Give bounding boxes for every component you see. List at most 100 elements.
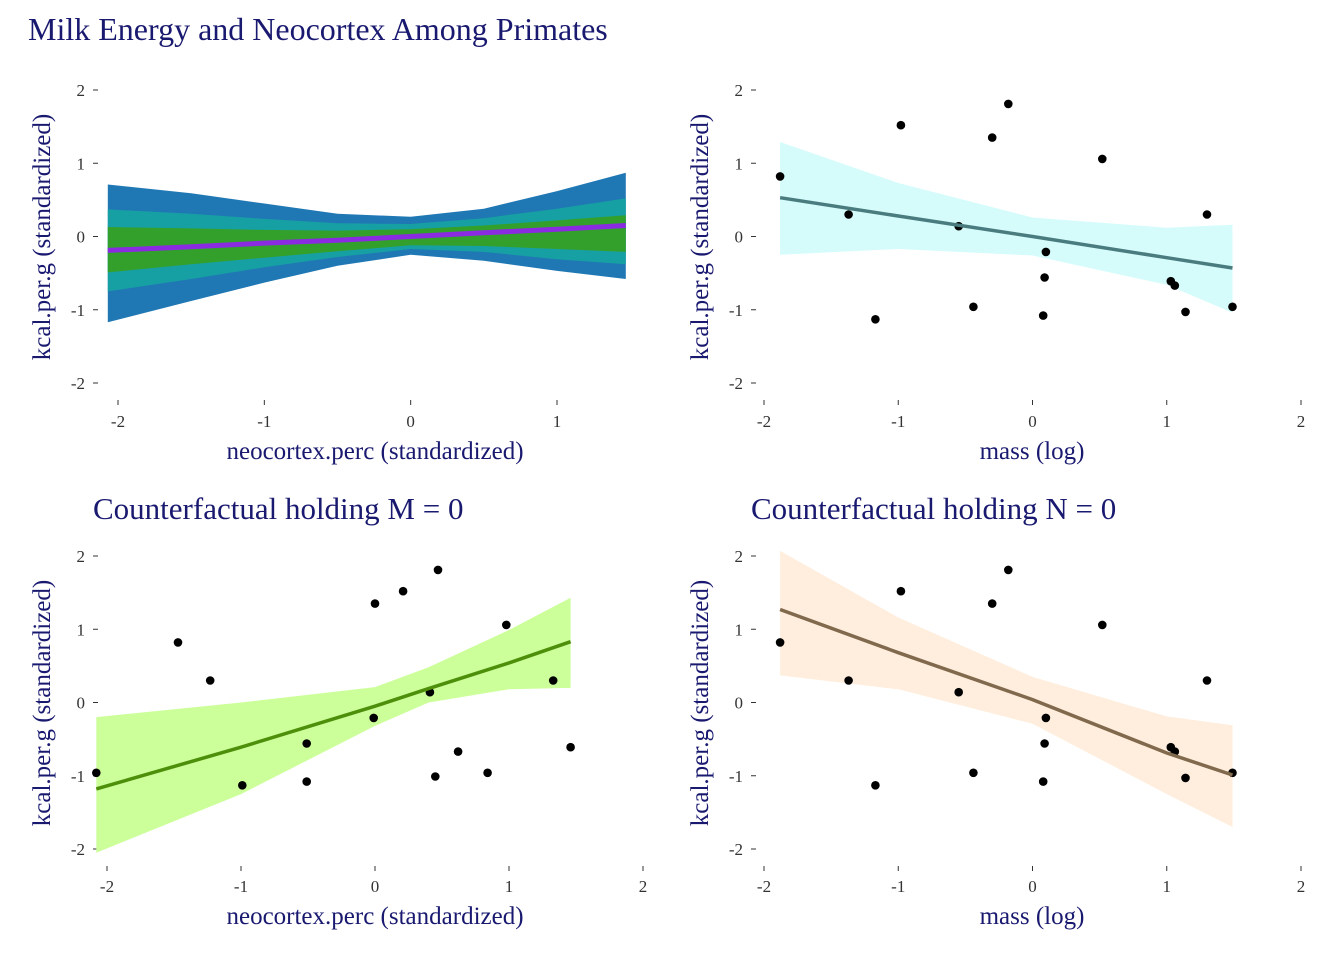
data-point xyxy=(1228,302,1237,312)
y-tick-label: 2 xyxy=(77,547,86,566)
data-point xyxy=(205,676,215,685)
data-point xyxy=(370,599,380,608)
y-tick-label: -1 xyxy=(729,301,743,320)
data-point xyxy=(369,713,379,723)
data-point xyxy=(453,747,463,756)
data-point xyxy=(1004,565,1013,575)
x-tick-label: 1 xyxy=(1163,877,1172,896)
x-axis-label: neocortex.perc (standardized) xyxy=(226,903,523,930)
regression-line xyxy=(779,607,1234,777)
y-axis-label: kcal.per.g (standardized) xyxy=(687,114,714,360)
y-tick-label: 2 xyxy=(77,81,86,100)
data-point xyxy=(1170,281,1180,290)
x-tick-label: -1 xyxy=(257,412,271,431)
x-tick-label: 0 xyxy=(1028,877,1037,896)
data-point xyxy=(775,172,785,181)
data-point xyxy=(987,133,997,142)
posterior-mean-line xyxy=(107,223,626,253)
x-axis-label: mass (log) xyxy=(980,438,1085,465)
regression-line xyxy=(95,640,572,791)
y-tick-label: 1 xyxy=(77,154,86,173)
x-tick-label: 2 xyxy=(639,877,648,896)
data-point xyxy=(1040,273,1049,282)
panel-title: Counterfactual holding M = 0 xyxy=(93,491,463,526)
x-tick-label: 0 xyxy=(406,412,415,431)
y-tick-label: -2 xyxy=(71,840,85,859)
data-point xyxy=(954,687,963,697)
data-point xyxy=(871,315,880,324)
x-tick-label: -1 xyxy=(891,877,905,896)
x-tick-label: -1 xyxy=(234,877,248,896)
data-point xyxy=(1040,739,1049,748)
regression-line xyxy=(779,195,1233,270)
panel-counterfactual-m: Counterfactual holding M = 0 -2 -1 0 1 2 -2 -1 0… xyxy=(29,491,647,930)
y-axis-label: kcal.per.g (standardized) xyxy=(687,580,714,826)
x-tick-label: 0 xyxy=(371,877,380,896)
x-tick-label: 2 xyxy=(1297,877,1306,896)
data-point xyxy=(173,638,183,647)
x-tick-label: 2 xyxy=(1297,412,1306,431)
data-point xyxy=(987,599,997,608)
confidence-ribbon xyxy=(96,597,571,853)
y-tick-label: 1 xyxy=(735,154,744,173)
y-tick-label: 0 xyxy=(77,228,86,247)
data-point xyxy=(238,781,247,790)
data-point xyxy=(1181,773,1190,783)
data-point xyxy=(1202,676,1212,685)
x-tick-label: 1 xyxy=(505,877,514,896)
y-tick-label: 2 xyxy=(735,547,744,566)
x-tick-label: -1 xyxy=(891,412,905,431)
y-tick-label: 0 xyxy=(77,694,86,713)
panel-counterfactual-n: Counterfactual holding N = 0 -2 -1 0 1 2 -2 -1 0… xyxy=(687,491,1305,930)
data-point xyxy=(502,620,511,630)
x-axis-label: mass (log) xyxy=(980,903,1085,930)
y-tick-label: 1 xyxy=(77,620,86,639)
figure-title: Milk Energy and Neocortex Among Primates xyxy=(28,11,608,47)
y-axis-label: kcal.per.g (standardized) xyxy=(29,580,56,826)
panel-mass-bivariate: -2 -1 0 1 2 -2 -1 0 1 2 mass (log) kcal.per.g (stan… xyxy=(687,81,1305,465)
inner-interval-band xyxy=(107,215,626,273)
data-point xyxy=(844,210,853,219)
data-point xyxy=(871,781,880,790)
data-point xyxy=(433,565,443,575)
data-point xyxy=(1038,777,1048,786)
y-tick-label: -1 xyxy=(71,301,85,320)
data-point xyxy=(844,676,853,685)
data-point xyxy=(566,742,575,752)
data-point xyxy=(775,638,785,647)
panel-title: Counterfactual holding N = 0 xyxy=(751,491,1116,526)
y-tick-label: -2 xyxy=(729,840,743,859)
x-tick-label: -2 xyxy=(111,412,125,431)
data-point xyxy=(1181,307,1190,317)
x-tick-label: -2 xyxy=(100,877,114,896)
data-point xyxy=(548,676,558,685)
data-point xyxy=(483,768,492,778)
data-point xyxy=(1041,247,1051,257)
y-axis-label: kcal.per.g (standardized) xyxy=(29,114,56,360)
data-point xyxy=(896,586,906,596)
data-point xyxy=(1004,99,1013,109)
x-axis-label: neocortex.perc (standardized) xyxy=(226,438,523,465)
y-tick-label: -2 xyxy=(71,374,85,393)
panel-neocortex-posterior: -2 -1 0 1 -2 -1 0 1 2 neocortex.perc (standardize… xyxy=(29,81,626,465)
data-point xyxy=(1098,620,1107,630)
data-point xyxy=(398,586,408,596)
x-tick-label: -2 xyxy=(757,877,771,896)
data-point xyxy=(92,768,101,778)
x-tick-label: -2 xyxy=(757,412,771,431)
data-point xyxy=(969,302,978,312)
y-tick-label: -1 xyxy=(729,767,743,786)
y-tick-label: 1 xyxy=(735,620,744,639)
y-tick-label: -2 xyxy=(729,374,743,393)
y-tick-label: 0 xyxy=(735,228,744,247)
data-point xyxy=(896,120,906,130)
x-tick-label: 1 xyxy=(1163,412,1172,431)
data-point xyxy=(302,739,312,748)
data-point xyxy=(431,772,440,781)
data-point xyxy=(302,777,312,786)
y-tick-label: 0 xyxy=(735,694,744,713)
y-tick-label: 2 xyxy=(735,81,744,100)
data-point xyxy=(1098,154,1107,164)
data-point xyxy=(1202,210,1212,219)
